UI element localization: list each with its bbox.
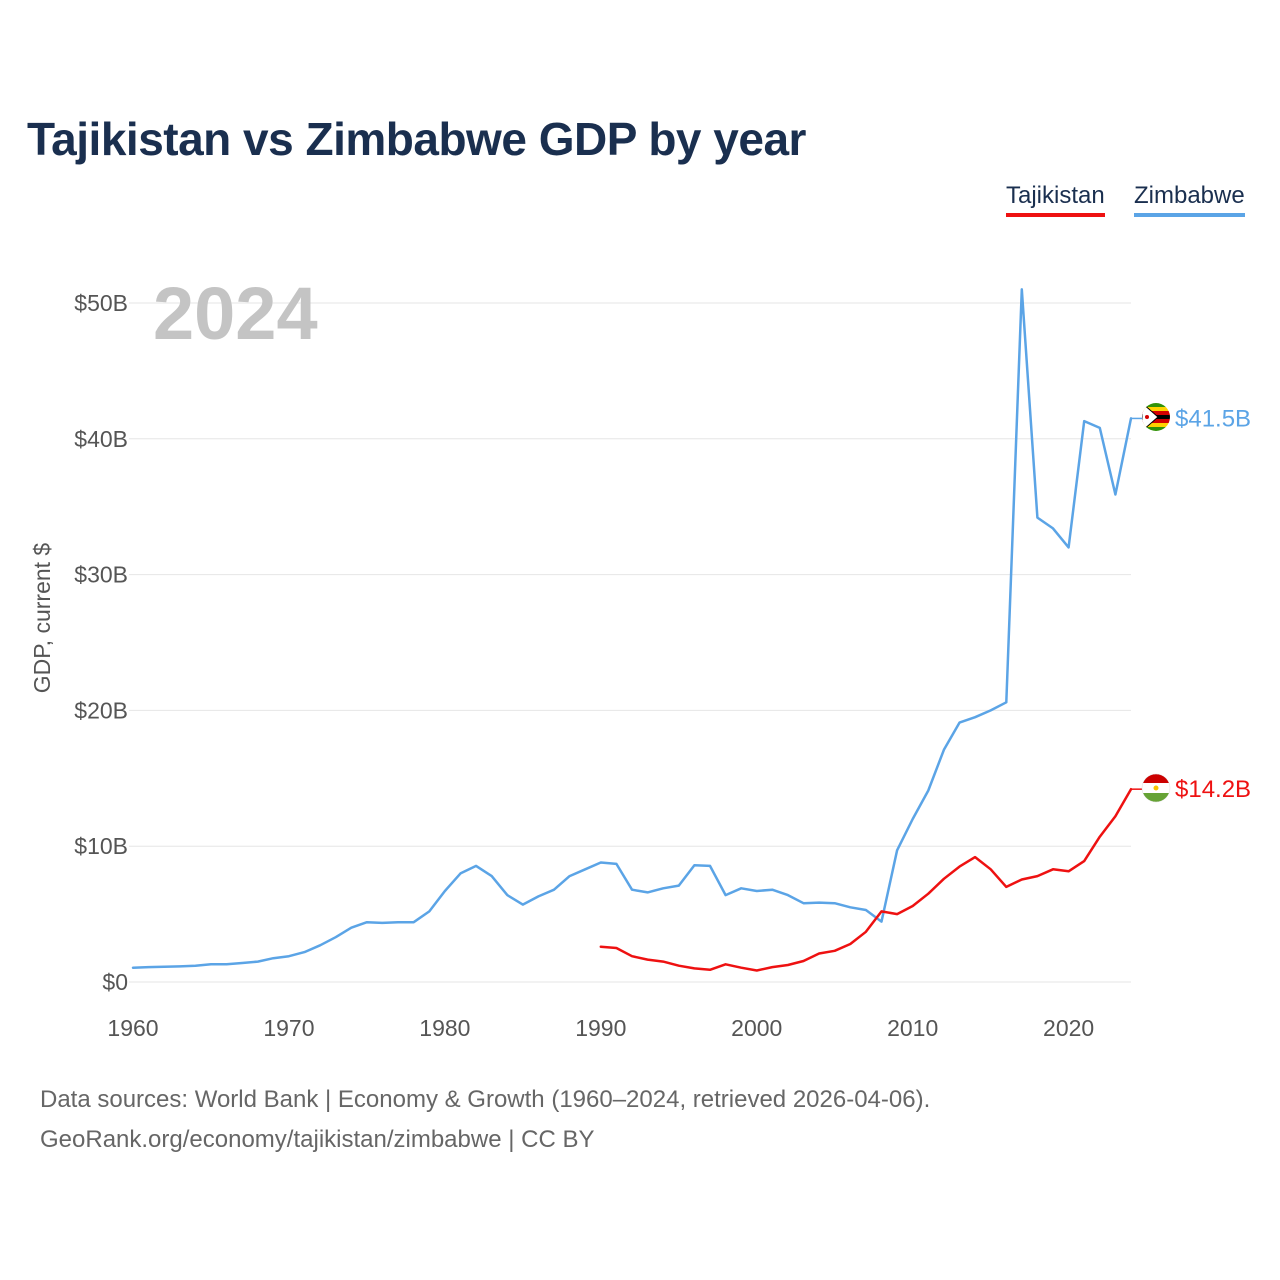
x-tick-label: 2010 (887, 1015, 938, 1041)
legend-item-zimbabwe[interactable]: Zimbabwe (1134, 182, 1245, 217)
x-tick-label: 1960 (107, 1015, 158, 1041)
series-line-tajikistan[interactable] (599, 787, 1133, 972)
zimbabwe-flag-icon (1142, 403, 1170, 431)
y-tick-label: $50B (74, 290, 128, 316)
end-value-label-zimbabwe: $41.5B (1175, 405, 1251, 432)
y-tick-label: $10B (74, 833, 128, 859)
chart-title: Tajikistan vs Zimbabwe GDP by year (27, 113, 806, 165)
series-line-zimbabwe[interactable] (131, 288, 1133, 969)
year-watermark: 2024 (153, 272, 318, 355)
credit-link[interactable]: GeoRank.org/economy/tajikistan/zimbabwe … (40, 1126, 595, 1153)
y-tick-label: $20B (74, 697, 128, 723)
x-tick-label: 2000 (731, 1015, 782, 1041)
tajikistan-flag-icon (1141, 773, 1171, 803)
end-value-label-tajikistan: $14.2B (1175, 776, 1251, 803)
data-source-note: Data sources: World Bank | Economy & Gro… (40, 1086, 931, 1113)
y-tick-label: $0 (102, 969, 128, 995)
y-tick-label: $30B (74, 562, 128, 588)
y-tick-label: $40B (74, 426, 128, 452)
y-axis-title: GDP, current $ (29, 543, 55, 694)
x-tick-label: 1980 (419, 1015, 470, 1041)
legend-item-tajikistan[interactable]: Tajikistan (1006, 182, 1105, 217)
x-tick-label: 1990 (575, 1015, 626, 1041)
x-tick-label: 2020 (1043, 1015, 1094, 1041)
x-tick-label: 1970 (263, 1015, 314, 1041)
